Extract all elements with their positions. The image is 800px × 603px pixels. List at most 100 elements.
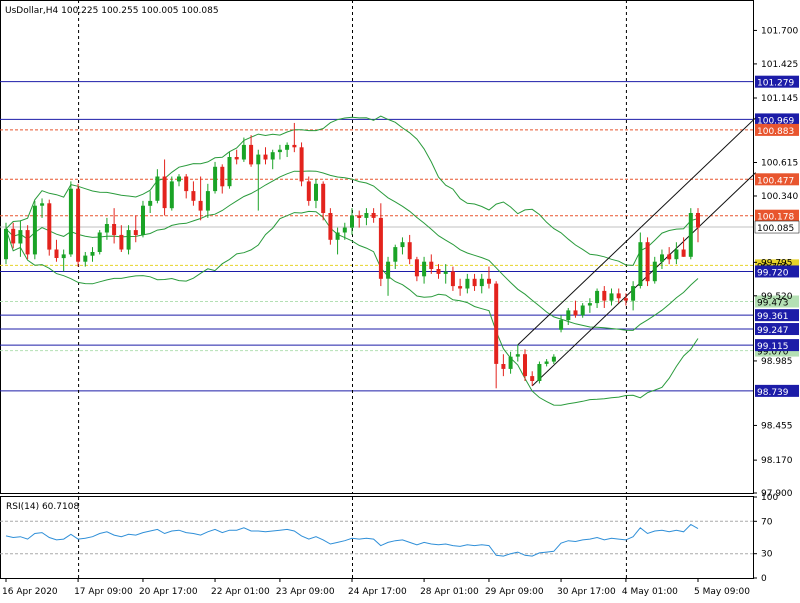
candle-body [681,249,686,257]
candle-body [645,242,650,282]
candle-body [523,354,527,377]
time-tick-label: 5 May 09:00 [694,587,750,597]
candle-body [314,183,318,201]
candle-body [609,293,614,301]
level-label: 99.115 [757,342,789,352]
candle-body [378,217,383,279]
faint-level-tag [755,295,799,308]
candle-body [321,183,326,213]
level-label: 98.739 [757,388,789,398]
time-tick-label: 22 Apr 01:00 [211,587,270,597]
candle-body [4,228,8,260]
candle-body [133,230,138,235]
level-label: 100.477 [757,176,794,186]
rsi-label: RSI(14) 60.7108 [6,502,79,512]
channel-upper-line [517,117,757,346]
candle-body [494,283,499,364]
candle-body [141,205,145,235]
rsi-tick-label: 30 [761,550,773,560]
candle-body [587,303,592,306]
price-tick-label: 101.145 [761,94,798,104]
candle-body [674,249,679,260]
horizontal-levels: 99.77099.47399.070101.279100.969100.8831… [0,75,800,398]
candle-body [112,224,117,235]
candle-body [292,144,297,148]
level-tag [755,113,799,126]
candle-body [465,278,470,289]
candle-body [688,213,693,257]
candle-body [119,234,124,250]
level-tag [755,75,799,88]
candle-body [660,254,664,262]
vertical-separators [78,0,627,578]
rsi-tick-label: 0 [761,574,767,584]
candle-body [350,215,354,228]
current-price-label: 100.085 [757,224,794,234]
level-tag [755,123,799,136]
candle-body [191,191,196,201]
candle-body [501,364,506,369]
candle-body [104,224,109,233]
candle-body [595,290,600,304]
level-tag [755,265,799,278]
candle-body [126,230,131,250]
candle-body [277,149,282,153]
candle-body [393,247,398,262]
price-tick-label: 98.170 [761,456,793,466]
rsi-tick-label: 70 [761,517,773,527]
trend-channel [517,117,757,387]
candle-body [450,271,455,287]
candle-body [220,166,225,187]
candle-body [342,227,347,233]
level-label: 101.279 [757,79,794,89]
candle-body [32,205,37,255]
time-tick-label: 24 Apr 17:00 [348,587,407,597]
candle-body [306,181,311,201]
level-label: 100.883 [757,127,794,137]
candle-body [47,203,52,250]
candle-body [335,232,340,240]
channel-lower-line [531,172,757,387]
candle-body [227,157,232,187]
level-label: 100.969 [757,116,794,126]
time-tick-label: 28 Apr 01:00 [420,587,479,597]
candle-body [162,176,167,209]
candle-body [422,261,427,277]
candle-body [270,152,275,160]
level-label: 99.361 [757,312,789,322]
candle-body [487,278,491,284]
chart-title: UsDollar,H4 100.225 100.255 100.005 100.… [5,6,219,16]
price-tick-label: 101.425 [761,60,798,70]
time-tick-label: 30 Apr 17:00 [557,587,616,597]
candle-body [97,232,102,252]
level-tag [755,339,799,352]
candle-body [256,154,261,165]
candle-body [623,298,628,301]
candle-body [371,213,376,218]
price-axis: 101.700 101.425 101.145 100.615 100.340 99.79… [753,26,798,499]
candle-body [602,290,607,301]
candle-body [616,293,621,299]
candle-body [54,249,59,258]
candle-body [407,242,412,260]
candle-body [148,200,153,206]
bollinger-upper [5,115,699,266]
price-tick-label: 99.795 [761,258,793,268]
candle-body [25,230,30,255]
candle-body [169,181,174,209]
candle-body [83,255,88,262]
candle-body [18,230,23,244]
level-tag [755,323,799,336]
candle-body [458,286,463,289]
candlesticks [4,122,700,389]
candle-body [400,242,405,248]
price-tick-label: 97.900 [761,489,793,499]
rsi-panel: 100 70 30 0 [0,493,778,584]
candle-body [11,228,16,244]
candle-body [357,215,362,218]
faint-level-label: 99.473 [757,299,789,309]
candle-body [472,278,477,287]
time-tick-label: 4 May 01:00 [622,587,678,597]
candle-body [515,354,520,357]
candle-body [530,376,535,381]
